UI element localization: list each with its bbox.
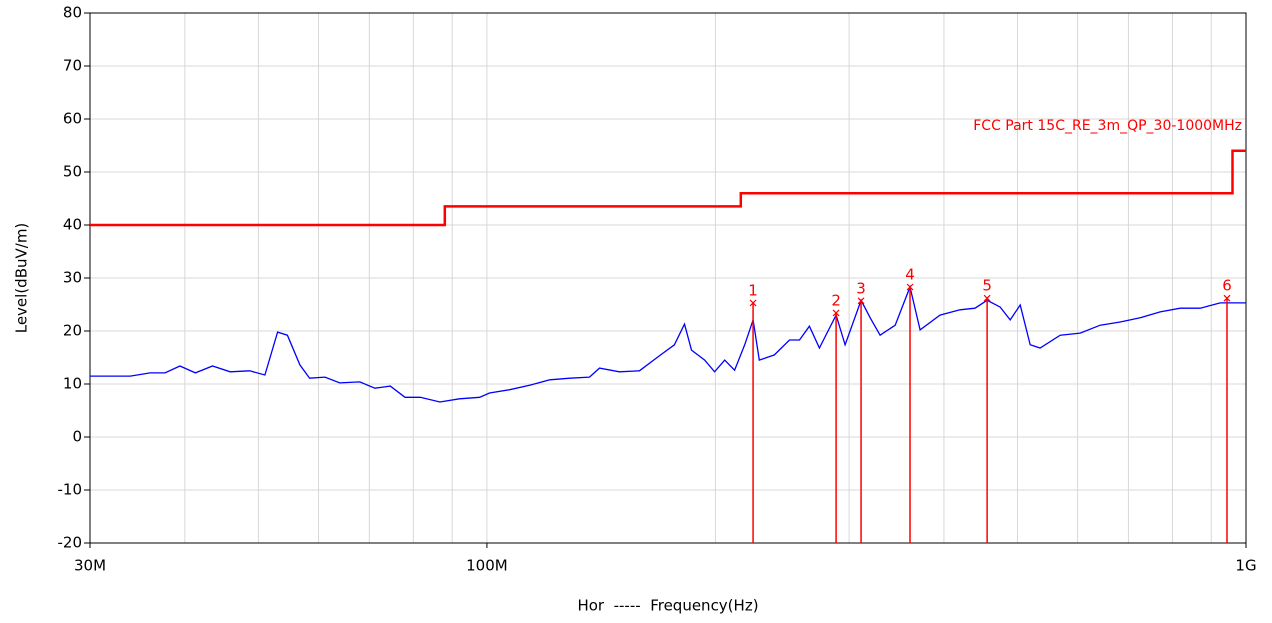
y-tick-label: 0 <box>72 428 82 446</box>
marker-label: 3 <box>856 279 866 297</box>
marker-label: 1 <box>748 281 758 299</box>
y-tick-label: 30 <box>63 269 82 287</box>
y-tick-label: 20 <box>63 322 82 340</box>
y-axis-label: Level(dBuV/m) <box>13 223 31 334</box>
x-tick-label: 100M <box>466 557 508 575</box>
plot-frame <box>89 12 1247 544</box>
marker-label: 2 <box>831 291 841 309</box>
data-trace <box>90 284 1246 403</box>
x-axis-label: Hor ----- Frequency(Hz) <box>577 597 758 615</box>
y-tick-label: 10 <box>63 375 82 393</box>
x-tick-label: 1G <box>1235 557 1256 575</box>
y-tick-label: -20 <box>58 534 83 552</box>
marker-x <box>749 299 757 307</box>
limit-line <box>90 149 1246 227</box>
y-tick-label: 70 <box>63 57 82 75</box>
limit-label: FCC Part 15C_RE_3m_QP_30-1000MHz <box>973 118 1242 134</box>
marker-x <box>983 294 991 302</box>
marker-label: 6 <box>1222 277 1232 295</box>
marker-label: 5 <box>982 277 992 295</box>
y-tick-label: 50 <box>63 163 82 181</box>
marker-x <box>1223 294 1231 302</box>
y-tick-label: -10 <box>58 481 83 499</box>
x-tick-label: 30M <box>74 557 106 575</box>
marker-x <box>906 283 914 291</box>
y-tick-label: 40 <box>63 216 82 234</box>
marker-x <box>857 297 865 305</box>
y-tick-label: 80 <box>63 4 82 22</box>
marker-x <box>832 309 840 317</box>
y-tick-label: 60 <box>63 110 82 128</box>
marker-label: 4 <box>905 266 915 284</box>
